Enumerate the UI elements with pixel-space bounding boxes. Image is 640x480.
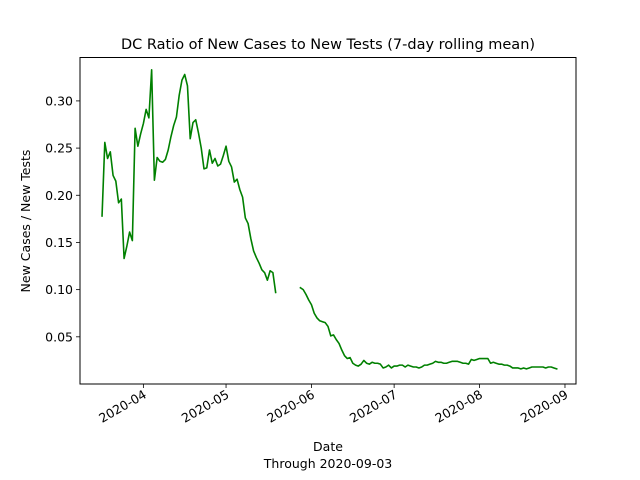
x-axis-label: Date — [313, 439, 343, 454]
y-tick-label: 0.20 — [45, 188, 73, 203]
plot-area — [101, 68, 558, 370]
y-axis: 0.05 0.10 0.15 0.20 0.25 0.30 — [45, 93, 80, 344]
series-line-segment-2 — [299, 286, 558, 370]
y-tick-label: 0.15 — [45, 235, 73, 250]
y-tick-label: 0.30 — [45, 93, 73, 108]
y-tick-label: 0.05 — [45, 329, 73, 344]
y-tick-label: 0.25 — [45, 141, 73, 156]
chart-title: DC Ratio of New Cases to New Tests (7-da… — [121, 37, 535, 53]
y-tick-label: 0.10 — [45, 282, 73, 297]
axes-frame — [79, 57, 577, 385]
x-axis-sublabel: Through 2020-09-03 — [263, 456, 392, 471]
y-axis-label: New Cases / New Tests — [18, 150, 33, 293]
series-line-segment-1 — [101, 68, 277, 294]
